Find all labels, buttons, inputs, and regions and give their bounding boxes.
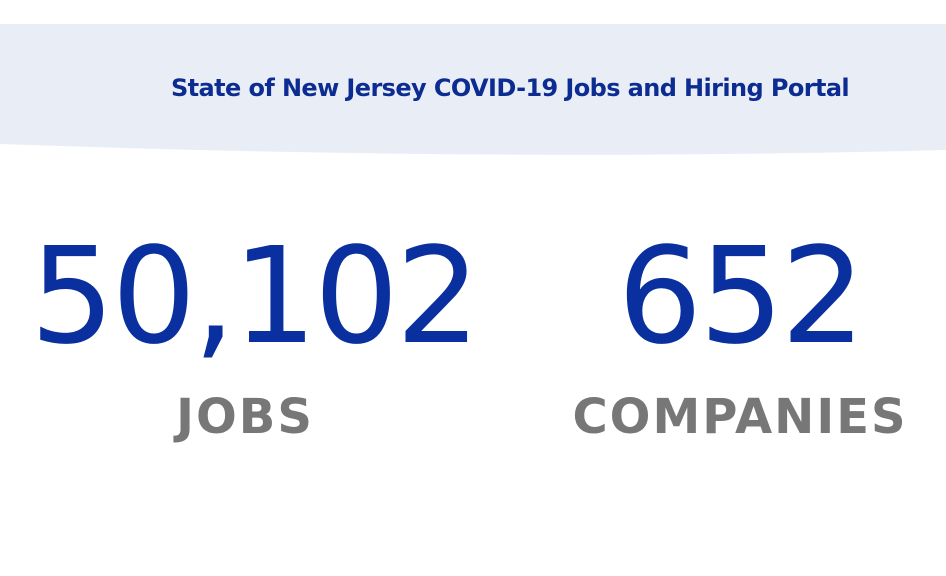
jobs-label: JOBS: [176, 389, 314, 445]
header-banner: State of New Jersey COVID-19 Jobs and Hi…: [0, 24, 946, 158]
banner-curved-background: [0, 24, 946, 155]
jobs-stat: 50,102 JOBS: [30, 220, 480, 445]
companies-stat: 652 COMPANIES: [540, 222, 940, 445]
jobs-count: 50,102: [30, 220, 480, 374]
companies-count: 652: [617, 220, 866, 374]
companies-label: COMPANIES: [572, 389, 908, 445]
page-title: State of New Jersey COVID-19 Jobs and Hi…: [171, 74, 850, 102]
